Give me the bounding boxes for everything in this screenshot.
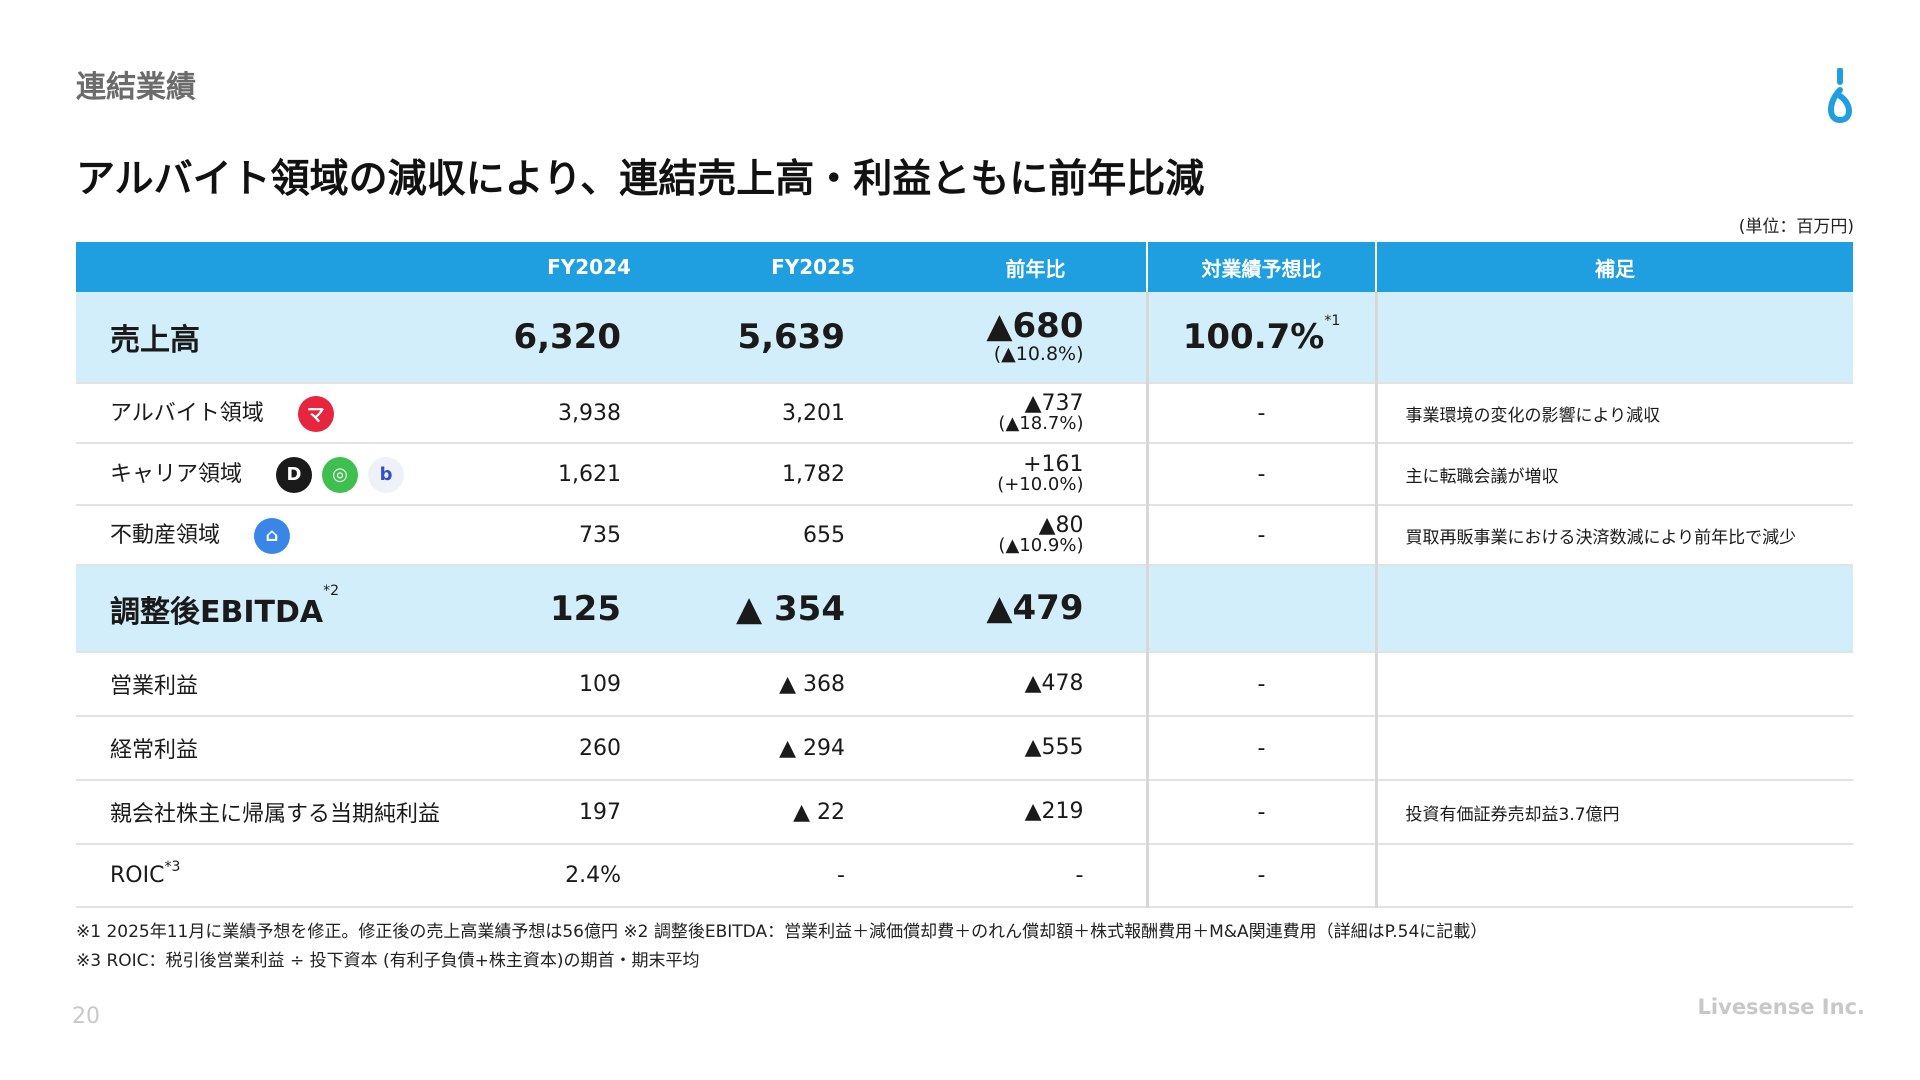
label-footnote-mark: *3 [164, 859, 181, 875]
fy2024-value: 260 [477, 716, 701, 781]
vs-forecast-value: - [1257, 799, 1266, 825]
unit-label: (単位：百万円) [1738, 217, 1854, 237]
fy2025-value: - [701, 844, 925, 908]
fy2025-value: 1,782 [701, 443, 925, 506]
table-row: アルバイト領域 マ 3,938 3,201 ▲737 (▲18.7%) - 事業環境… [76, 383, 1853, 444]
header-yoy: 前年比 [925, 242, 1147, 292]
footnotes: ※1 2025年11月に業績予想を修正。修正後の売上高業績予想は56億円 ※2 … [76, 918, 1487, 976]
yoy-percent: (▲18.7%) [998, 413, 1084, 435]
yoy-value: - [1075, 862, 1084, 888]
row-label: 調整後EBITDA [110, 594, 324, 630]
note-text [1374, 652, 1853, 717]
vs-forecast-value: - [1257, 735, 1266, 761]
machbaito-icon: マ [297, 395, 334, 432]
house-ie-icon: ⌂ [254, 517, 291, 554]
yoy-value: +161 [1023, 452, 1084, 477]
forecast-footnote-mark: *1 [1324, 313, 1341, 329]
section-title: 連結業績 [76, 70, 196, 105]
label-footnote-mark: *2 [323, 582, 340, 599]
fy2025-value: ▲ 22 [701, 780, 925, 845]
yoy-percent: (▲10.9%) [998, 535, 1084, 557]
headline: アルバイト領域の減収により、連結売上高・利益ともに前年比減 [76, 157, 1205, 202]
b-icon: b [368, 456, 405, 493]
note-text: 投資有価証券売却益3.7億円 [1374, 780, 1853, 845]
note-text [1374, 844, 1853, 908]
fy2024-value: 197 [477, 780, 701, 845]
row-label: 経常利益 [110, 738, 199, 763]
table-row: 不動産領域 ⌂ 735 655 ▲80 (▲10.9%) - 買取再販事業における決… [76, 505, 1853, 566]
note-text: 主に転職会議が増収 [1374, 443, 1853, 506]
fy2024-value: 6,320 [477, 292, 701, 384]
fy2024-value: 109 [477, 652, 701, 717]
vs-forecast-value: - [1257, 400, 1266, 426]
fy2024-value: 3,938 [477, 383, 701, 444]
vs-forecast-value: - [1257, 671, 1266, 697]
row-label: 営業利益 [110, 674, 199, 699]
fy2024-value: 735 [477, 505, 701, 566]
fy2025-value: ▲ 354 [701, 565, 925, 653]
header-note: 補足 [1375, 242, 1853, 292]
note-text: 買取再販事業における決済数減により前年比で減少 [1374, 505, 1853, 566]
fy2024-value: 2.4% [477, 844, 701, 908]
row-label: ROIC [110, 863, 165, 888]
table-row: ROIC*3 2.4% - - - [76, 844, 1853, 908]
results-table: FY2024 FY2025 前年比 対業績予想比 補足 売上高 6,320 5,… [76, 242, 1853, 908]
page-number: 20 [72, 1004, 100, 1029]
vs-forecast-value: - [1257, 461, 1266, 487]
yoy-value: ▲80 [1038, 513, 1084, 538]
yoy-value: ▲737 [1024, 391, 1084, 416]
header-fy2025: FY2025 [701, 242, 925, 292]
table-header: FY2024 FY2025 前年比 対業績予想比 補足 [76, 242, 1853, 292]
footnote-1: ※1 2025年11月に業績予想を修正。修正後の売上高業績予想は56億円 ※2 … [76, 922, 1488, 942]
fy2025-value: ▲ 368 [701, 652, 925, 717]
footnote-2: ※3 ROIC：税引後営業利益 ÷ 投下資本 (有利子負債+株主資本)の期首・期… [76, 951, 700, 971]
header-fy2024: FY2024 [477, 242, 701, 292]
vs-forecast-value: - [1257, 522, 1266, 548]
vs-forecast-value: 100.7% [1182, 317, 1325, 357]
livesense-logo-icon [1828, 68, 1852, 124]
note-text [1374, 292, 1853, 384]
yoy-value: ▲680 [986, 306, 1084, 347]
fy2025-value: ▲ 294 [701, 716, 925, 781]
doda-like-d-icon: D [276, 456, 313, 493]
table-row: キャリア領域 D ◎ b 1,621 1,782 +161 (+10.0%) - 主に転… [76, 443, 1853, 506]
yoy-value: ▲478 [1024, 671, 1084, 697]
fy2025-value: 5,639 [701, 292, 925, 384]
table-row: 調整後EBITDA*2 125 ▲ 354 ▲479 [76, 565, 1853, 653]
vs-forecast-value: - [1257, 863, 1266, 888]
note-text: 事業環境の変化の影響により減収 [1374, 383, 1853, 444]
header-blank [76, 242, 477, 292]
header-vs-forecast: 対業績予想比 [1146, 242, 1376, 292]
note-text [1374, 565, 1853, 653]
table-row: 売上高 6,320 5,639 ▲680 (▲10.8%) 100.7%*1 [76, 292, 1853, 384]
fy2024-value: 125 [477, 565, 701, 653]
fy2025-value: 3,201 [701, 383, 925, 444]
handshake-icon: ◎ [322, 456, 359, 493]
row-label: 不動産領域 [110, 522, 221, 548]
yoy-percent: (+10.0%) [997, 474, 1084, 496]
note-text [1374, 716, 1853, 781]
row-label: 親会社株主に帰属する当期純利益 [110, 802, 441, 827]
row-label: キャリア領域 [110, 461, 243, 487]
row-label: 売上高 [110, 323, 200, 358]
table-row: 経常利益 260 ▲ 294 ▲555 - [76, 716, 1853, 781]
yoy-percent: (▲10.8%) [993, 342, 1084, 365]
yoy-value: ▲479 [986, 587, 1084, 628]
table-row: 営業利益 109 ▲ 368 ▲478 - [76, 652, 1853, 717]
yoy-value: ▲219 [1024, 799, 1084, 825]
fy2024-value: 1,621 [477, 443, 701, 506]
table-row: 親会社株主に帰属する当期純利益 197 ▲ 22 ▲219 - 投資有価証券売却… [76, 780, 1853, 845]
fy2025-value: 655 [701, 505, 925, 566]
company-name: Livesense Inc. [1697, 995, 1865, 1019]
row-label: アルバイト領域 [110, 400, 264, 426]
yoy-value: ▲555 [1024, 735, 1084, 761]
